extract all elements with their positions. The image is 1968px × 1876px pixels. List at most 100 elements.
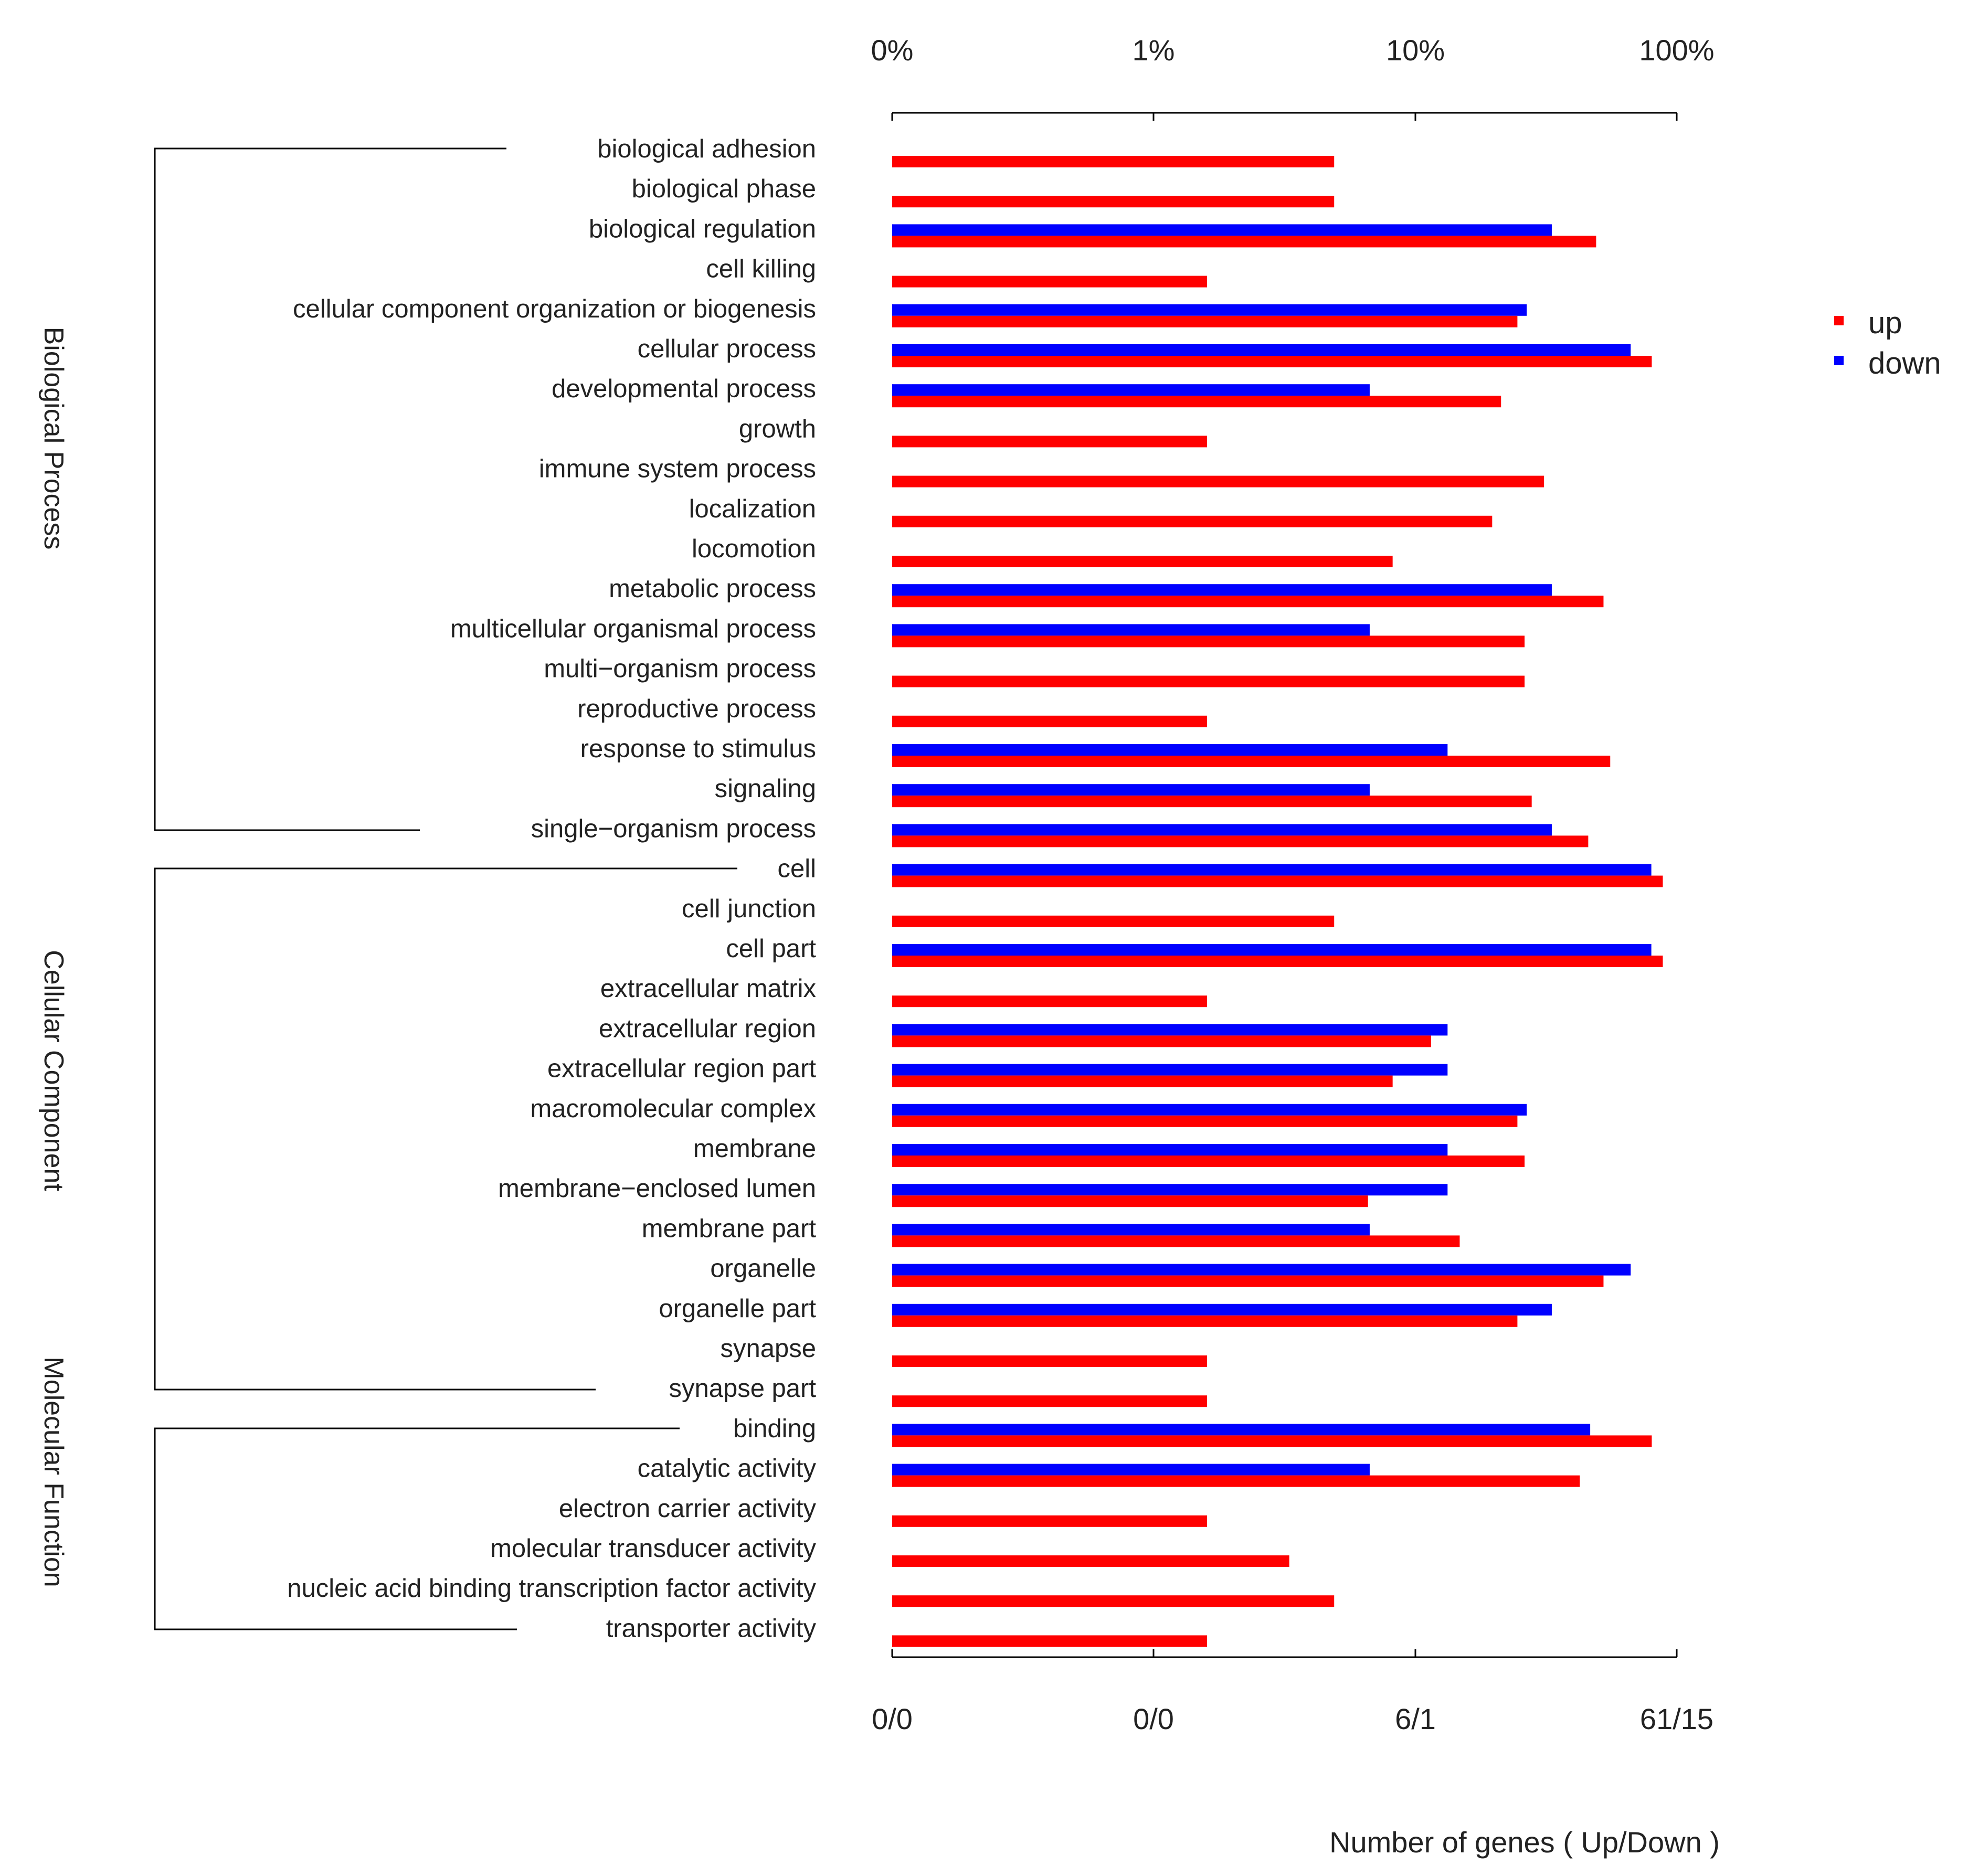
bar-up (892, 995, 1208, 1008)
category-label: response to stimulus (580, 735, 816, 763)
category-label: synapse part (669, 1374, 816, 1403)
legend-label-down: down (1868, 346, 1941, 380)
category-label: macromolecular complex (530, 1095, 816, 1123)
bar-up (892, 835, 1589, 847)
bracket-molecular-function (154, 1427, 680, 1630)
category-label: locomotion (692, 535, 816, 563)
bar-down (892, 1024, 1448, 1036)
bar-down (892, 864, 1652, 876)
bracket-biological-process (154, 147, 506, 831)
bar-down (892, 1303, 1552, 1316)
bar-up (892, 956, 1663, 967)
top-axis-tick-label: 10% (1386, 34, 1445, 67)
top-axis-tick-label: 0% (871, 34, 914, 67)
bar-up (892, 635, 1525, 648)
category-label: synapse (720, 1334, 816, 1363)
category-label: growth (739, 415, 816, 443)
category-label: multi−organism process (544, 655, 816, 683)
category-label: molecular transducer activity (490, 1534, 816, 1563)
legend: up down (1834, 306, 1941, 380)
bar-down (892, 944, 1652, 956)
category-label: biological regulation (589, 215, 816, 243)
bar-down (892, 824, 1552, 836)
bar-down (892, 584, 1552, 596)
bar-up (892, 875, 1663, 887)
category-label: cell killing (706, 255, 816, 283)
bar-down (892, 1464, 1370, 1476)
legend-swatch-up (1834, 316, 1844, 325)
category-label: membrane−enclosed lumen (498, 1174, 816, 1203)
category-label: cell part (726, 935, 816, 963)
bar-up (892, 156, 1335, 167)
top-axis-tick-label: 1% (1133, 34, 1175, 67)
group-brackets: Biological Process Cellular Component Mo… (38, 147, 737, 1630)
bar-up (892, 396, 1501, 408)
bar-up (892, 1355, 1208, 1367)
bar-up (892, 796, 1532, 808)
bar-up (892, 556, 1393, 567)
legend-label-up: up (1868, 306, 1902, 340)
x-axis-title: Number of genes ( Up/Down ) (1329, 1826, 1720, 1859)
category-label: extracellular matrix (600, 974, 816, 1003)
group-label-molecular-function: Molecular Function (38, 1356, 69, 1587)
bar-down (892, 304, 1527, 316)
group-label-cellular-component: Cellular Component (38, 950, 69, 1191)
bar-up (892, 315, 1518, 327)
category-labels: biological adhesion biological phase biolo… (287, 135, 816, 1642)
top-axis: 0% 1% 10% 100% (871, 34, 1715, 121)
bar-down (892, 624, 1370, 636)
category-label: cell (777, 855, 816, 883)
category-label: organelle (710, 1255, 816, 1283)
bar-up (892, 1075, 1393, 1087)
bar-down (892, 1104, 1527, 1116)
bar-down (892, 344, 1631, 356)
bottom-axis-tick-label: 6/1 (1395, 1702, 1436, 1735)
bar-up (892, 1595, 1335, 1607)
category-label: developmental process (552, 375, 816, 403)
category-label: cell junction (682, 895, 816, 923)
bar-down (892, 1224, 1370, 1236)
bar-up (892, 1515, 1208, 1527)
bar-up (892, 436, 1208, 448)
bar-up (892, 1395, 1208, 1407)
category-label: catalytic activity (638, 1455, 817, 1483)
bar-up (892, 675, 1525, 687)
bar-up (892, 1315, 1518, 1327)
category-label: extracellular region (599, 1014, 816, 1043)
bottom-axis-tick-label: 61/15 (1640, 1702, 1713, 1735)
category-label: cellular process (638, 335, 816, 363)
category-label: electron carrier activity (559, 1495, 817, 1523)
bar-down (892, 384, 1370, 396)
bar-up (892, 596, 1604, 608)
category-label: transporter activity (606, 1614, 817, 1642)
bar-up (892, 715, 1208, 727)
bottom-axis: 0/0 0/0 6/1 61/15 Number of genes ( Up/D… (872, 1649, 1720, 1859)
bar-down (892, 1424, 1591, 1436)
bar-down (892, 1064, 1448, 1076)
category-label: single−organism process (531, 814, 816, 843)
category-label: immune system process (539, 455, 816, 483)
top-axis-tick-label: 100% (1639, 34, 1714, 67)
bar-up (892, 196, 1335, 208)
category-label: binding (733, 1414, 816, 1443)
category-label: reproductive process (577, 695, 816, 723)
bar-up (892, 915, 1335, 927)
category-label: metabolic process (609, 575, 816, 603)
bar-down (892, 784, 1370, 796)
category-label: membrane (693, 1135, 816, 1163)
category-label: biological adhesion (597, 135, 816, 163)
category-label: signaling (715, 775, 816, 803)
bar-up (892, 1635, 1208, 1647)
legend-swatch-down (1834, 356, 1844, 365)
bar-up (892, 236, 1596, 248)
bar-up (892, 1115, 1518, 1127)
bar-down (892, 1144, 1448, 1156)
bar-up (892, 756, 1611, 767)
category-label: membrane part (642, 1214, 817, 1243)
bar-up (892, 1275, 1604, 1287)
bar-up (892, 1475, 1580, 1487)
category-label: cellular component organization or bioge… (293, 295, 816, 323)
bars (892, 156, 1663, 1647)
bar-up (892, 1195, 1368, 1207)
